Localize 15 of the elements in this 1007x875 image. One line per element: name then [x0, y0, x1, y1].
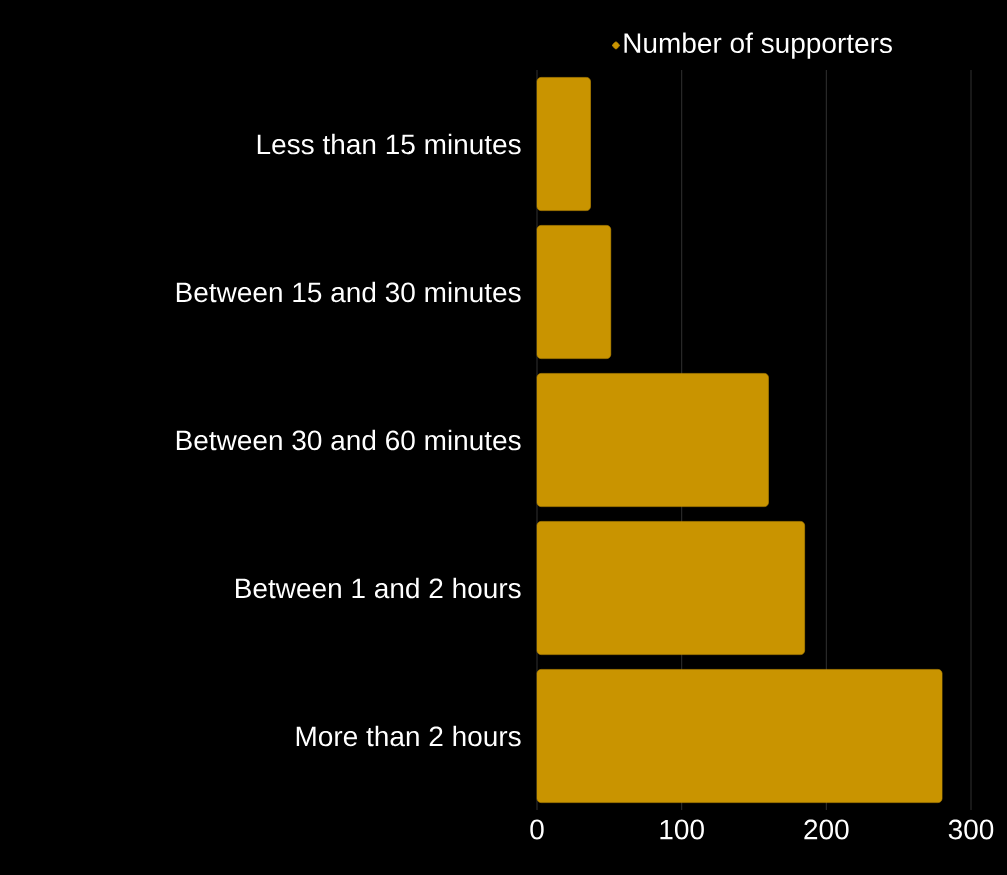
- x-tick-label: 300: [948, 819, 994, 840]
- x-tick-label: 0: [530, 819, 544, 840]
- bar: [536, 521, 805, 655]
- y-tick-label: Less than 15 minutes: [257, 133, 521, 155]
- y-tick-label: Between 15 and 30 minutes: [176, 281, 521, 303]
- bar: [536, 669, 943, 803]
- y-tick-label: More than 2 hours: [296, 725, 521, 747]
- bar: [536, 77, 591, 211]
- y-tick-label: Between 1 and 2 hours: [236, 577, 521, 599]
- bar: [536, 225, 612, 359]
- y-tick-label: Between 30 and 60 minutes: [176, 429, 521, 451]
- x-tick-label: 100: [660, 819, 704, 840]
- x-tick-label: 200: [804, 819, 849, 840]
- bar: [536, 373, 769, 507]
- legend-label: Number of supporters: [624, 32, 892, 59]
